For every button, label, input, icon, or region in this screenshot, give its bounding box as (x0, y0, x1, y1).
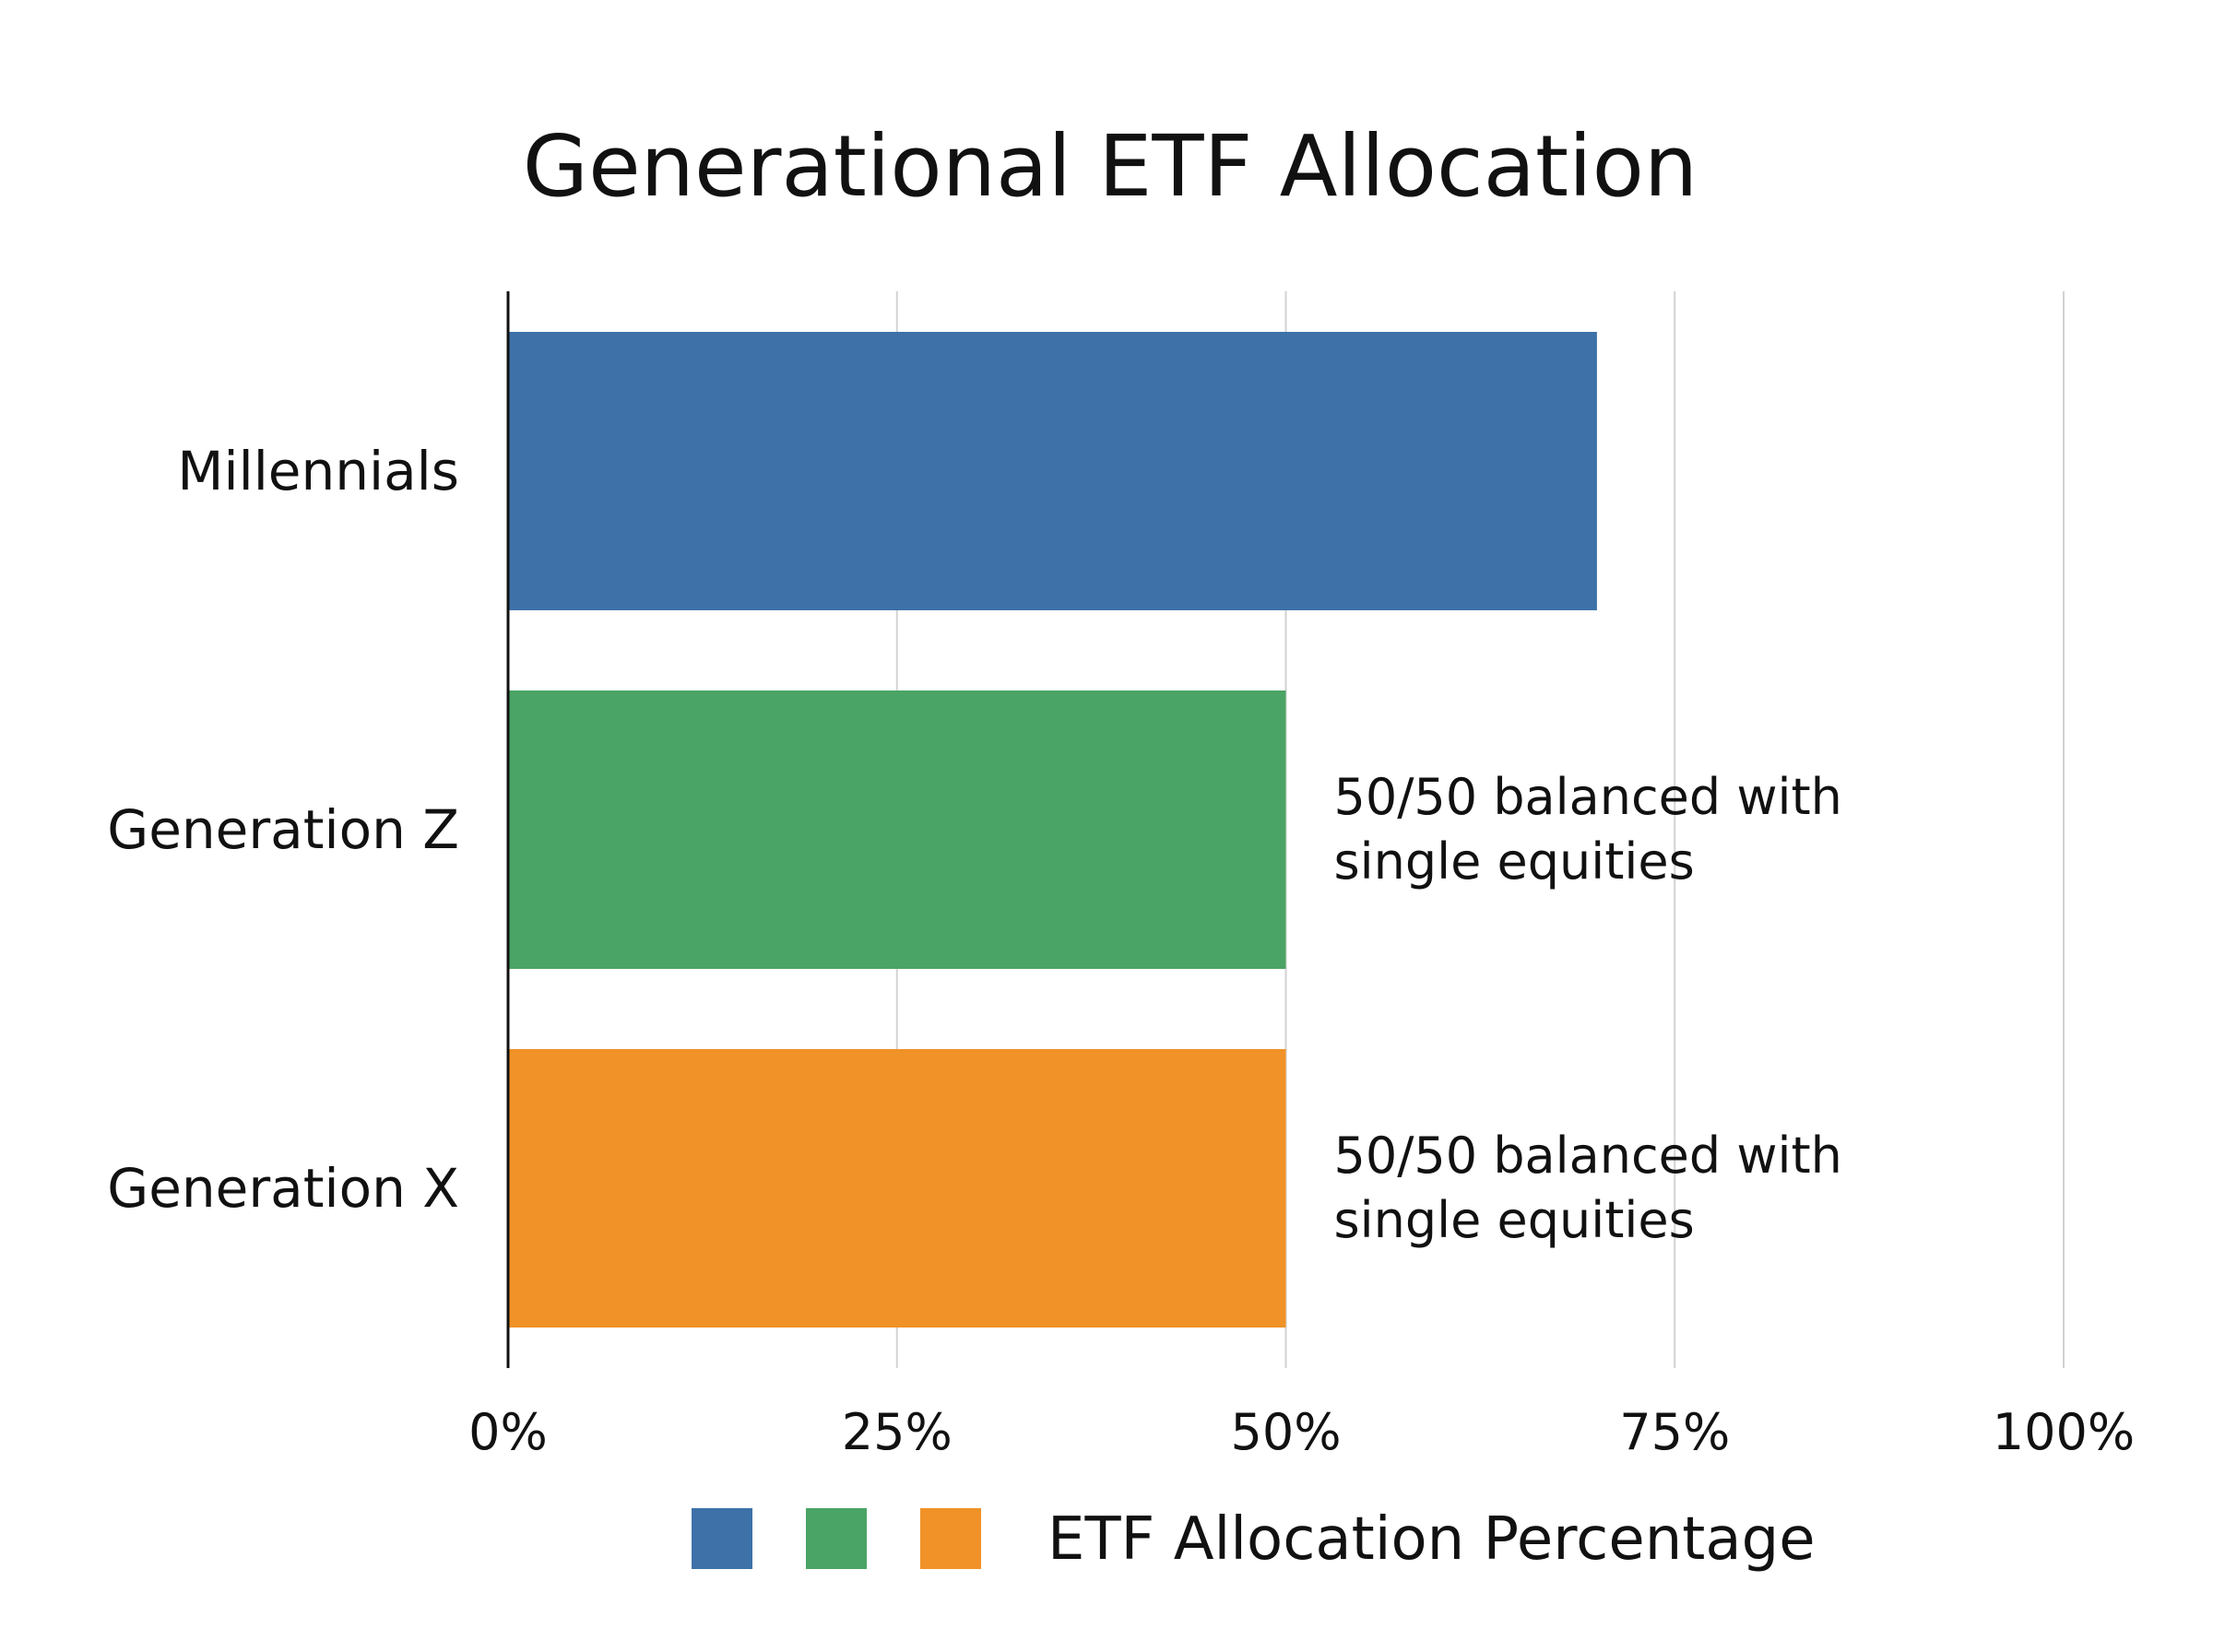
bar (508, 1049, 1286, 1328)
legend: ETF Allocation Percentage (692, 1505, 1816, 1574)
category-labels: Millennials Generation Z Generation X (107, 440, 459, 1220)
bar-annotation-line: single equities (1334, 1191, 1695, 1249)
bar-annotations: 50/50 balanced with single equities 50/50 … (1334, 768, 1842, 1249)
x-tick-label: 50% (1230, 1403, 1341, 1461)
chart-title: Generational ETF Allocation (523, 117, 1698, 216)
x-tick-label: 100% (1993, 1403, 2135, 1461)
x-tick-label: 25% (842, 1403, 953, 1461)
bar-annotation-line: 50/50 balanced with (1334, 1127, 1842, 1185)
bar-annotation-line: 50/50 balanced with (1334, 768, 1842, 826)
category-label: Millennials (177, 440, 459, 502)
bar-annotation-line: single equities (1334, 832, 1695, 891)
x-tick-label: 0% (468, 1403, 548, 1461)
bar (508, 690, 1286, 969)
category-label: Generation Z (107, 798, 459, 861)
legend-swatch (692, 1508, 752, 1569)
x-axis-ticks: 0% 25% 50% 75% 100% (468, 1403, 2135, 1461)
category-label: Generation X (107, 1157, 459, 1220)
bars (508, 332, 1597, 1328)
legend-label: ETF Allocation Percentage (1047, 1505, 1816, 1574)
legend-swatch (920, 1508, 981, 1569)
x-tick-label: 75% (1619, 1403, 1730, 1461)
legend-swatch (806, 1508, 867, 1569)
bar (508, 332, 1597, 610)
